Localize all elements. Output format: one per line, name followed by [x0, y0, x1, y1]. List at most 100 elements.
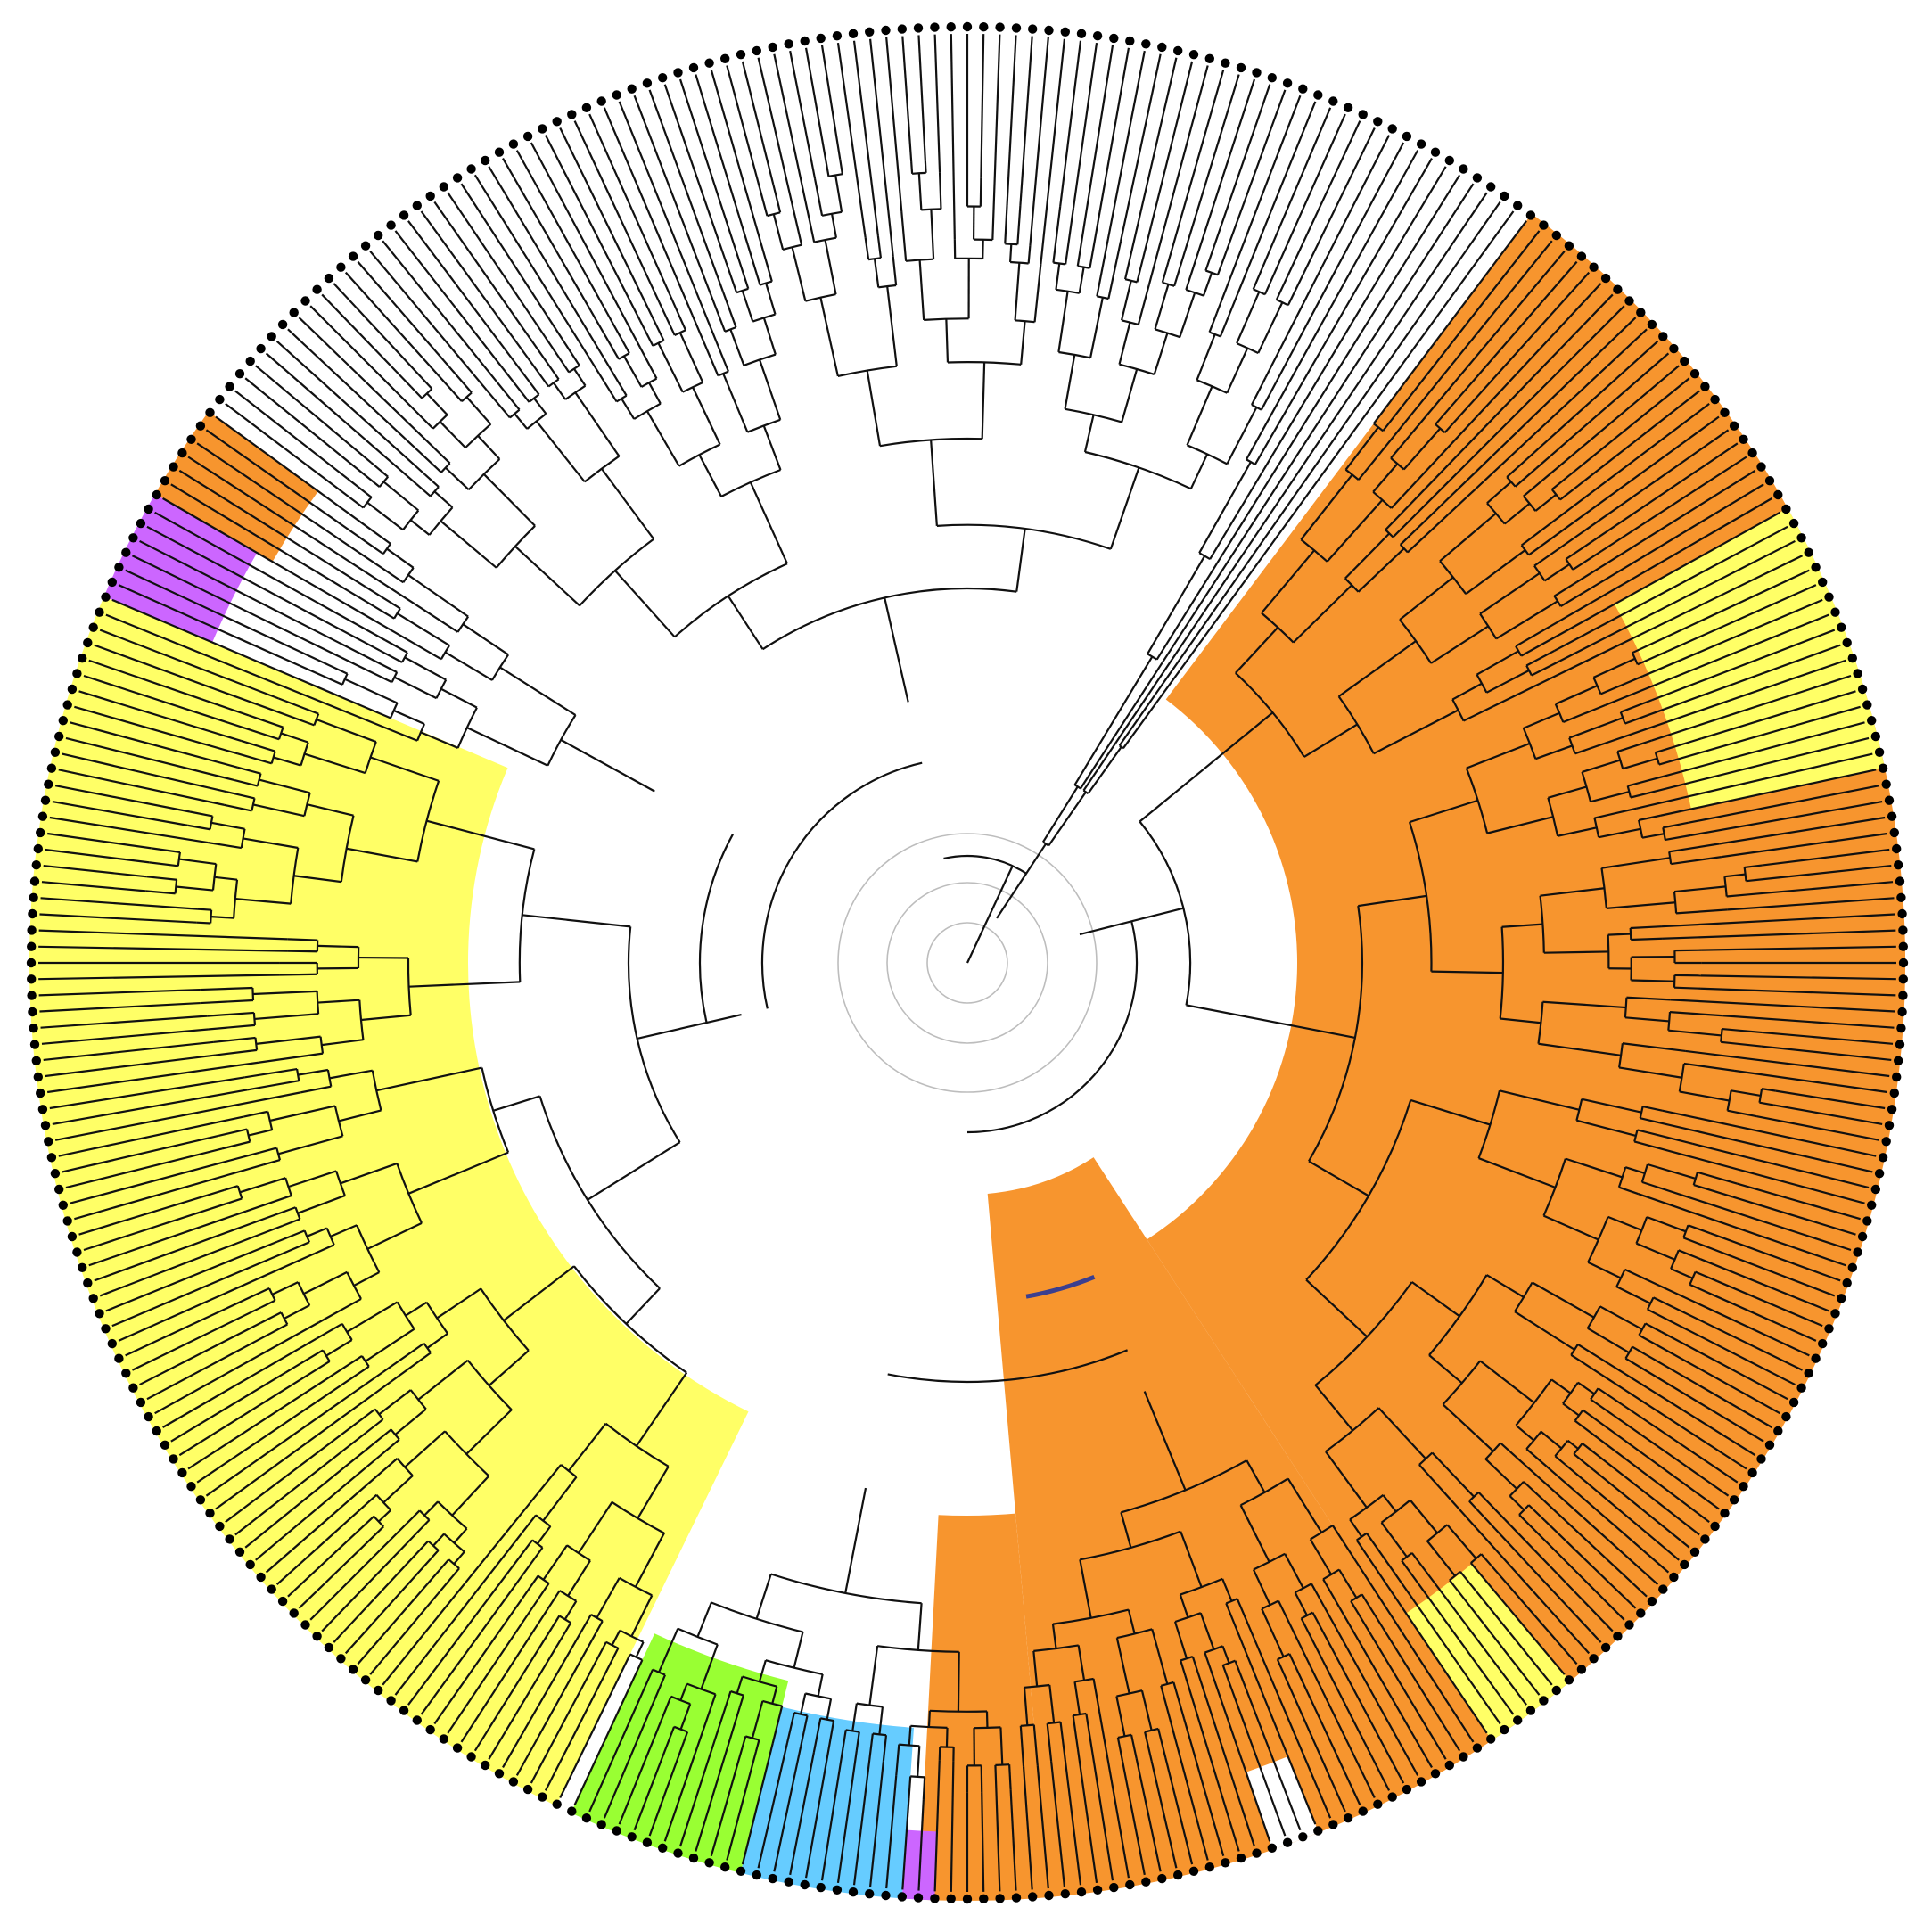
internal-branch	[762, 425, 782, 471]
internal-branch	[1392, 485, 1445, 538]
terminal-branch	[369, 1593, 439, 1675]
leaf-dot	[44, 779, 53, 789]
internal-branch	[208, 1024, 256, 1031]
leaf-dot	[1613, 284, 1623, 294]
terminal-branch	[1544, 1519, 1637, 1609]
terminal-branch	[1159, 210, 1515, 698]
terminal-branch	[789, 50, 817, 179]
internal-branch	[1136, 226, 1152, 283]
internal-branch	[330, 1224, 358, 1237]
internal-branch	[404, 656, 447, 681]
internal-branch	[1669, 843, 1720, 853]
internal-branch	[679, 1683, 688, 1701]
terminal-branch	[357, 1583, 428, 1665]
leaf-dot	[1576, 1665, 1587, 1674]
leaf-dot	[1878, 763, 1888, 773]
internal-branch	[317, 944, 359, 949]
terminal-branch	[1279, 150, 1419, 399]
terminal-branch	[38, 945, 288, 952]
internal-branch	[1199, 1612, 1215, 1650]
leaf-dot	[50, 1169, 61, 1179]
terminal-branch	[1762, 1031, 1894, 1045]
internal-branch	[1225, 1602, 1245, 1647]
leaf-dot	[169, 1454, 178, 1464]
internal-branch	[1499, 1089, 1580, 1111]
internal-branch	[658, 301, 676, 336]
terminal-branch	[275, 340, 426, 476]
leaf-dot	[289, 308, 299, 317]
internal-branch	[1689, 1283, 1713, 1295]
internal-branch	[759, 359, 782, 421]
leaf-dot	[1416, 139, 1426, 149]
internal-branch	[535, 420, 586, 483]
internal-branch	[1077, 1645, 1086, 1681]
leaf-dot	[1564, 1675, 1574, 1685]
leaf-dot	[1313, 90, 1323, 100]
leaf-dot	[627, 84, 637, 94]
terminal-branch	[298, 317, 415, 431]
internal-branch	[1495, 600, 1558, 640]
terminal-branch	[488, 1633, 565, 1760]
internal-branch	[1173, 265, 1182, 287]
internal-branch	[635, 1371, 688, 1447]
leaf-dot	[1173, 1870, 1183, 1880]
leaf-dot	[538, 124, 547, 134]
leaf-dot	[324, 1642, 334, 1653]
backbone-arc	[698, 834, 734, 1024]
terminal-branch	[369, 251, 488, 391]
scale-ring-2	[886, 882, 1048, 1044]
terminal-branch	[1564, 1463, 1680, 1561]
leaf-dot	[1781, 504, 1791, 514]
internal-branch	[808, 218, 816, 243]
terminal-branch	[473, 1626, 554, 1752]
internal-branch	[725, 262, 738, 293]
internal-branch	[771, 1686, 778, 1705]
leaf-dot	[979, 22, 989, 32]
terminal-branch	[1670, 999, 1895, 1013]
internal-branch	[1008, 243, 1013, 263]
terminal-branch	[710, 70, 762, 243]
internal-branch	[358, 596, 395, 620]
internal-branch	[917, 173, 923, 210]
internal-branch	[1542, 1000, 1626, 1009]
internal-branch	[239, 1177, 286, 1194]
internal-branch	[511, 1539, 533, 1568]
internal-branch	[1373, 709, 1459, 755]
leaf-dot	[1472, 1743, 1483, 1753]
leaf-dot	[277, 319, 288, 330]
internal-branch	[1221, 1645, 1230, 1664]
internal-branch	[638, 319, 654, 347]
internal-branch	[1155, 563, 1218, 661]
internal-branch	[243, 837, 299, 850]
terminal-branch	[1660, 1330, 1788, 1401]
internal-branch	[1431, 1451, 1475, 1498]
terminal-branch	[460, 1607, 549, 1743]
terminal-branch	[515, 1638, 594, 1776]
internal-branch	[1543, 950, 1609, 954]
internal-branch	[293, 875, 341, 884]
leaf-dot	[36, 827, 45, 838]
terminal-branch	[265, 1484, 368, 1574]
terminal-branch	[1666, 584, 1817, 653]
internal-branch	[215, 1048, 258, 1056]
terminal-branch	[663, 84, 728, 264]
terminal-branch	[741, 61, 775, 185]
internal-branch	[426, 392, 448, 415]
internal-branch	[1254, 403, 1292, 465]
terminal-branch	[1097, 47, 1130, 224]
terminal-branch	[1658, 1284, 1810, 1357]
terminal-branch	[1662, 1109, 1877, 1157]
internal-branch	[1500, 1442, 1533, 1473]
leaf-dot	[1897, 1007, 1907, 1017]
internal-branch	[1562, 1402, 1580, 1417]
internal-branch	[1016, 205, 1022, 245]
leaf-dot	[1669, 1572, 1679, 1583]
internal-branch	[1078, 267, 1085, 293]
internal-branch	[646, 1669, 654, 1681]
internal-branch	[465, 1409, 513, 1455]
terminal-branch	[38, 988, 201, 997]
internal-branch	[542, 1476, 578, 1522]
internal-branch	[1411, 1281, 1460, 1318]
internal-branch	[426, 819, 535, 851]
terminal-branch	[1689, 1155, 1865, 1204]
